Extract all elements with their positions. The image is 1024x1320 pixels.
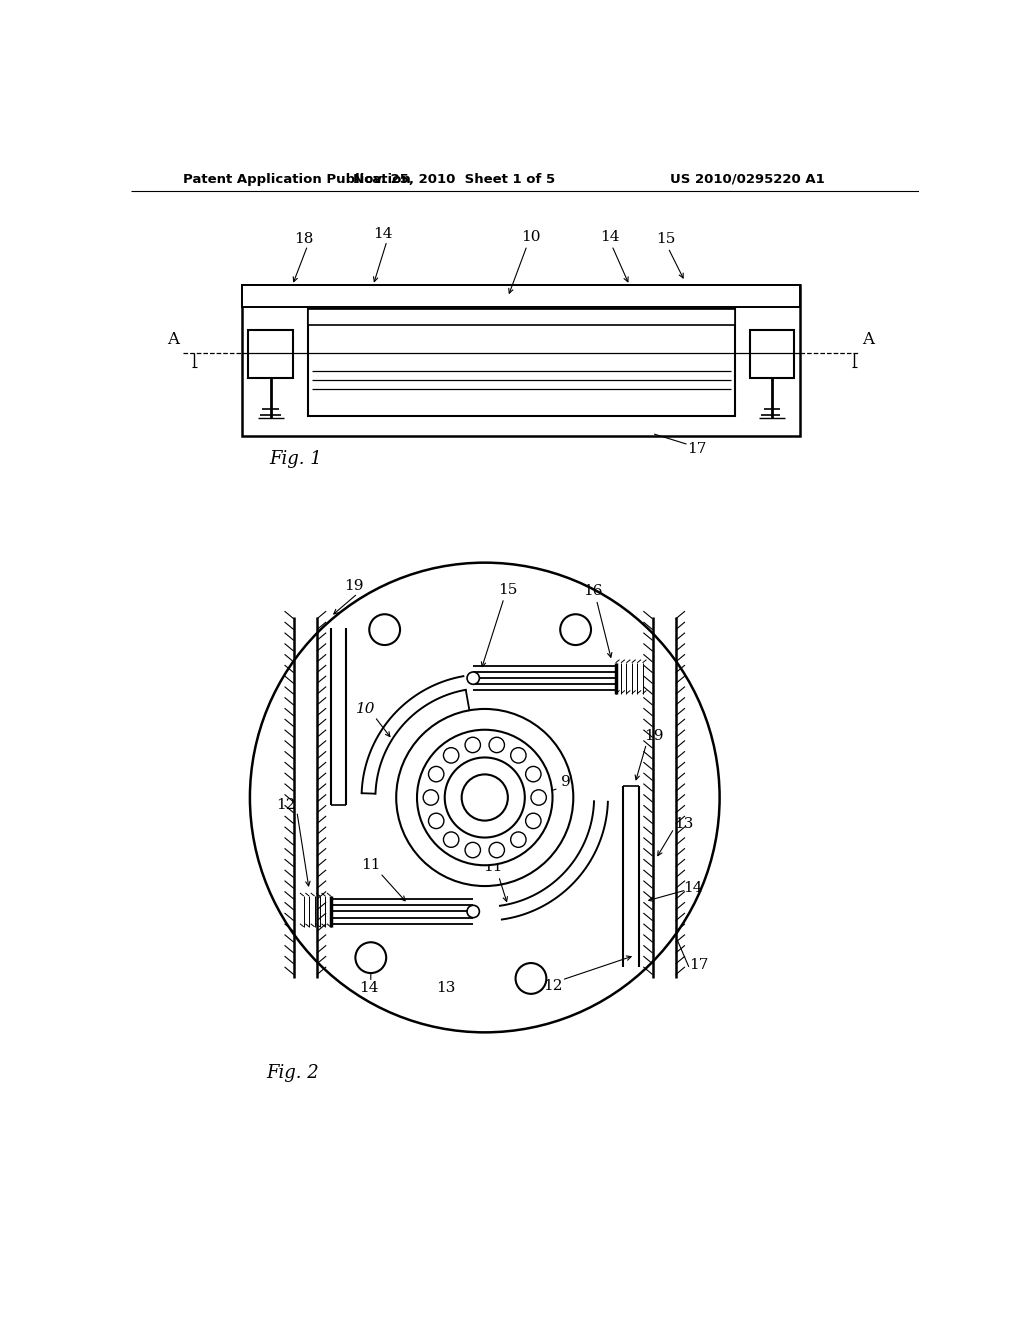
Text: 15: 15: [656, 232, 676, 247]
Text: Fig. 1: Fig. 1: [269, 450, 323, 467]
Text: 10: 10: [521, 230, 541, 244]
Text: 14: 14: [683, 882, 702, 895]
Circle shape: [370, 614, 400, 645]
Circle shape: [531, 789, 547, 805]
Text: Fig. 2: Fig. 2: [266, 1064, 318, 1082]
Circle shape: [423, 789, 438, 805]
Circle shape: [443, 747, 459, 763]
Text: 14: 14: [359, 982, 379, 995]
Circle shape: [465, 842, 480, 858]
Text: 9: 9: [561, 775, 570, 789]
Text: 16: 16: [583, 585, 602, 598]
Bar: [750, 330, 795, 378]
Text: 13: 13: [436, 982, 456, 995]
Text: Nov. 25, 2010  Sheet 1 of 5: Nov. 25, 2010 Sheet 1 of 5: [353, 173, 555, 186]
Bar: [243, 285, 801, 308]
Text: 19: 19: [344, 578, 364, 593]
Circle shape: [428, 767, 443, 781]
Text: 14: 14: [600, 230, 620, 244]
Text: US 2010/0295220 A1: US 2010/0295220 A1: [670, 173, 824, 186]
Text: 14: 14: [374, 227, 393, 240]
Text: 18: 18: [294, 232, 313, 247]
Text: 13: 13: [674, 817, 693, 832]
Circle shape: [443, 832, 459, 847]
Text: 17: 17: [687, 442, 707, 457]
Bar: [249, 330, 293, 378]
Text: 12: 12: [276, 799, 296, 812]
Circle shape: [515, 964, 547, 994]
Bar: [307, 309, 735, 326]
Text: 10: 10: [355, 702, 375, 715]
Circle shape: [525, 813, 541, 829]
Bar: [307, 309, 735, 416]
Circle shape: [511, 832, 526, 847]
Circle shape: [428, 813, 443, 829]
Circle shape: [417, 730, 553, 866]
Circle shape: [511, 747, 526, 763]
Circle shape: [444, 758, 524, 837]
Circle shape: [462, 775, 508, 821]
Text: 19: 19: [644, 729, 664, 743]
Bar: [243, 285, 801, 436]
Circle shape: [467, 672, 479, 684]
Text: A: A: [167, 331, 179, 348]
Text: 11: 11: [361, 858, 381, 873]
Circle shape: [560, 614, 591, 645]
Circle shape: [250, 562, 720, 1032]
Text: A: A: [862, 331, 874, 348]
Circle shape: [467, 906, 479, 917]
Text: Patent Application Publication: Patent Application Publication: [183, 173, 411, 186]
Text: 15: 15: [498, 582, 517, 597]
Circle shape: [355, 942, 386, 973]
Circle shape: [525, 767, 541, 781]
Text: 11: 11: [482, 859, 502, 874]
Circle shape: [489, 738, 505, 752]
Text: 17: 17: [689, 958, 709, 973]
Circle shape: [465, 738, 480, 752]
Text: 12: 12: [543, 979, 562, 993]
Circle shape: [489, 842, 505, 858]
